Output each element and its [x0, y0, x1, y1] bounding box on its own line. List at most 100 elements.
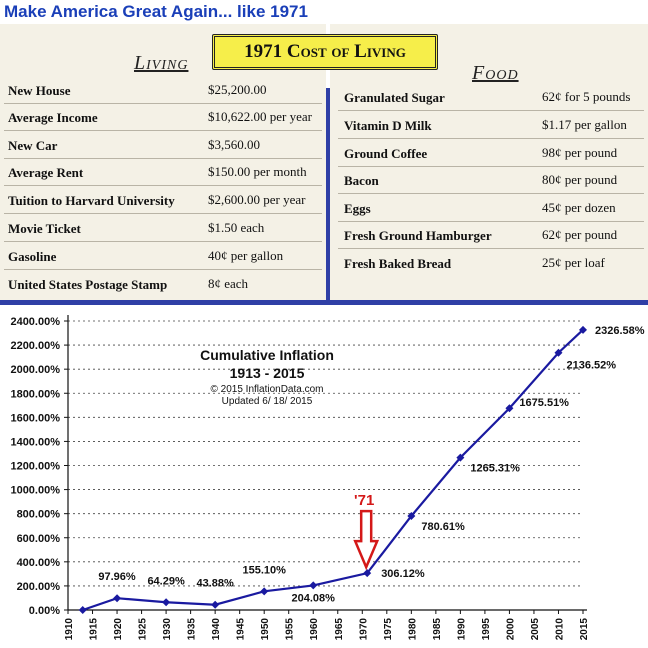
x-tick-label: 1965 [334, 618, 345, 641]
x-tick-label: 1955 [285, 618, 296, 641]
annotation-label: '71 [354, 492, 374, 509]
headline: Make America Great Again... like 1971 [4, 2, 308, 21]
x-tick-label: 1985 [432, 618, 443, 641]
y-tick-label: 800.00% [17, 509, 61, 521]
food-item: Fresh Baked Bread [344, 256, 452, 271]
data-label: 43.88% [196, 578, 234, 590]
data-point [456, 453, 465, 462]
food-row: Bacon 80¢ per pound [338, 167, 644, 194]
data-point [309, 581, 318, 590]
data-label: 2136.52% [566, 360, 616, 372]
food-price: 25¢ per loaf [542, 255, 605, 270]
section-divider [0, 300, 648, 305]
x-tick-label: 1945 [236, 618, 247, 641]
y-tick-label: 1200.00% [10, 461, 60, 473]
x-tick-label: 1910 [64, 618, 75, 641]
food-row: Fresh Baked Bread 25¢ per loaf [338, 250, 644, 277]
x-tick-label: 1990 [456, 618, 467, 641]
living-row: New Car $3,560.00 [4, 132, 322, 159]
year-1971-annotation: '71 [353, 492, 380, 571]
x-tick-labels: 1910 1915 1920 1925 1930 1935 1940 1945 1950 1955… [64, 618, 590, 641]
living-row: Tuition to Harvard University $2,600.00 … [4, 187, 322, 214]
chart-updated: Updated 6/ 18/ 2015 [222, 396, 313, 407]
data-point [211, 600, 220, 609]
y-tick-label: 600.00% [17, 533, 61, 545]
x-tick-label: 1960 [309, 618, 320, 641]
x-tick-label: 1935 [187, 618, 198, 641]
y-tick-label: 1400.00% [10, 436, 60, 448]
living-item: Average Rent [8, 165, 84, 180]
food-price: 98¢ per pound [542, 145, 618, 160]
food-row: Eggs 45¢ per dozen [338, 195, 644, 222]
food-panel [330, 24, 648, 300]
y-tick-label: 200.00% [17, 581, 61, 593]
x-tick-label: 1920 [113, 618, 124, 641]
x-tick-label: 2000 [505, 618, 516, 641]
food-item: Bacon [344, 173, 379, 188]
data-point [579, 325, 587, 334]
cost-of-living-banner: 1971 Cost of Living [212, 34, 438, 70]
x-tick-label: 1980 [407, 618, 418, 641]
y-tick-labels: 0.00% 200.00% 400.00% 600.00% 800.00% 1000.00… [10, 316, 60, 617]
data-point [554, 348, 563, 357]
food-item: Granulated Sugar [344, 90, 445, 105]
living-item: New House [8, 83, 71, 98]
data-point [78, 606, 87, 614]
living-item: Average Income [8, 110, 98, 125]
y-tick-label: 400.00% [17, 557, 61, 569]
data-label: 780.61% [421, 521, 465, 533]
x-tick-label: 1925 [138, 618, 149, 641]
y-tick-label: 1800.00% [10, 388, 60, 400]
living-heading: Living [134, 52, 189, 74]
data-point [363, 569, 372, 578]
living-price: $10,622.00 per year [208, 109, 312, 124]
y-tick-label: 2200.00% [10, 340, 60, 352]
x-tick-label: 2010 [554, 618, 565, 641]
chart-subtitle: 1913 - 2015 [230, 365, 305, 381]
data-label: 1675.51% [519, 397, 569, 409]
living-row: Average Rent $150.00 per month [4, 159, 322, 186]
inflation-series [82, 329, 584, 612]
data-label: 1265.31% [470, 463, 520, 475]
data-label: 306.12% [381, 568, 425, 580]
data-point [113, 594, 122, 603]
living-item: United States Postage Stamp [8, 277, 168, 292]
chart-title: Cumulative Inflation [200, 347, 334, 363]
living-item: Tuition to Harvard University [8, 193, 175, 208]
living-item: New Car [8, 138, 58, 153]
down-arrow-icon [353, 509, 380, 571]
cumulative-inflation-chart: 0.00% 200.00% 400.00% 600.00% 800.00% 1000.00… [10, 315, 645, 641]
food-item: Eggs [344, 201, 371, 216]
living-price: $1.50 each [208, 220, 265, 235]
living-price: $150.00 per month [208, 164, 307, 179]
x-tick-label: 1930 [162, 618, 173, 641]
y-tick-label: 2000.00% [10, 364, 60, 376]
living-item: Movie Ticket [8, 221, 81, 236]
living-price: 8¢ each [208, 276, 249, 291]
column-divider [326, 88, 330, 302]
x-tick-label: 1970 [358, 618, 369, 641]
x-tick-label: 1995 [481, 618, 492, 641]
living-row: Average Income $10,622.00 per year [4, 104, 322, 131]
data-point [162, 598, 171, 607]
data-labels: 97.96% 64.29% 43.88% 155.10% 204.08% 306.12% 7… [98, 325, 644, 605]
x-tick-label: 1975 [383, 618, 394, 641]
y-tick-label: 1600.00% [10, 412, 60, 424]
data-label: 155.10% [242, 564, 286, 576]
food-item: Fresh Ground Hamburger [344, 228, 492, 243]
food-price: 62¢ per pound [542, 227, 618, 242]
living-panel [0, 24, 326, 300]
living-row: Movie Ticket $1.50 each [4, 215, 322, 242]
chart-copyright: © 2015 InflationData.com [211, 384, 324, 395]
x-tick-label: 2015 [579, 618, 590, 641]
food-row: Fresh Ground Hamburger 62¢ per pound [338, 222, 644, 249]
food-item: Vitamin D Milk [344, 118, 432, 133]
food-price: 80¢ per pound [542, 172, 618, 187]
y-tick-label: 0.00% [29, 605, 60, 617]
data-point [260, 587, 269, 596]
data-label: 204.08% [292, 592, 336, 604]
food-price: $1.17 per gallon [542, 117, 627, 132]
data-point [505, 404, 514, 413]
data-label: 2326.58% [595, 325, 645, 337]
y-tick-label: 1000.00% [10, 485, 60, 497]
